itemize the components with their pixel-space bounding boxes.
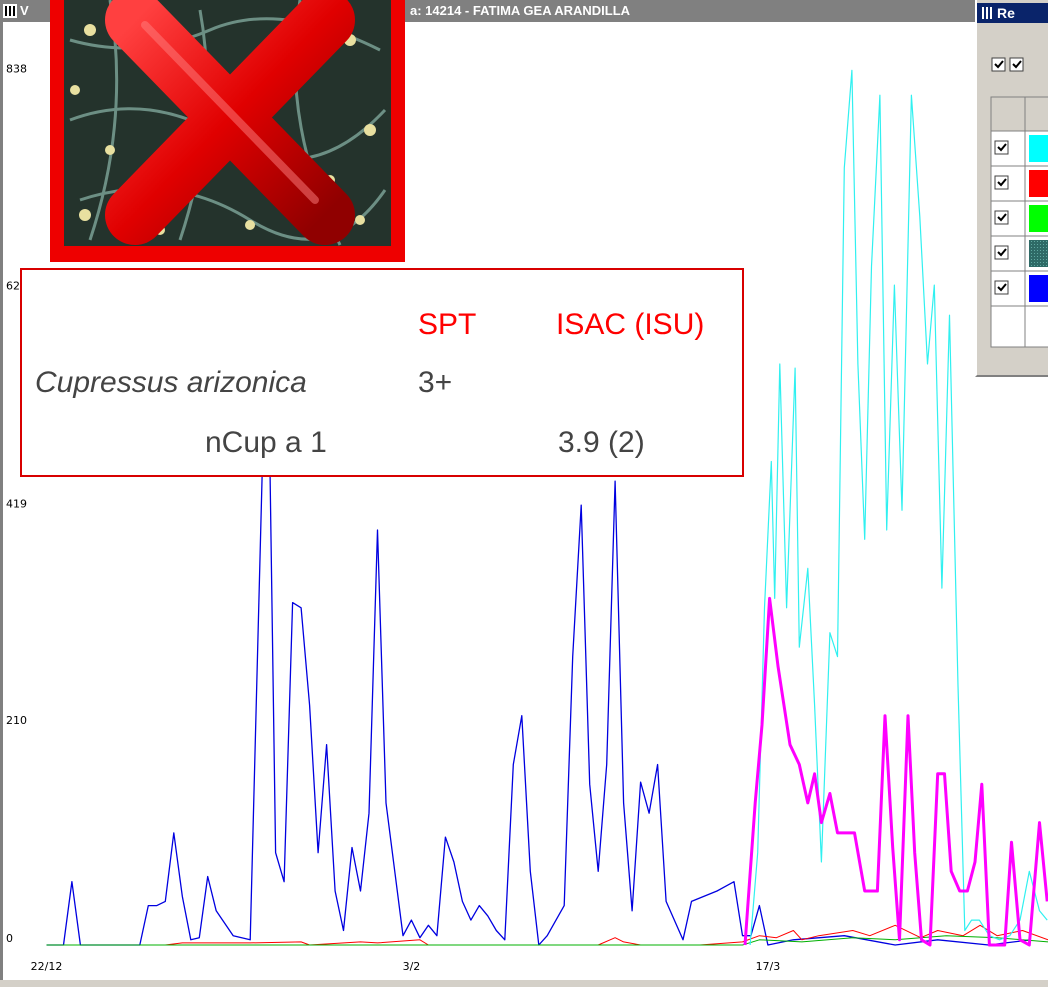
window-title: a: 14214 - FATIMA GEA ARANDILLA — [410, 3, 631, 18]
series-line — [749, 69, 1048, 946]
y-tick-label: 838 — [6, 63, 27, 76]
row-label: Cupressus arizonica — [35, 366, 307, 399]
panel-title: Re — [997, 5, 1015, 21]
allergen-table: SPT ISAC (ISU) Cupressus arizonica 3+ nC… — [20, 268, 744, 477]
series-line — [743, 596, 1048, 947]
panel-grid — [990, 57, 1048, 348]
checkbox[interactable] — [994, 175, 1009, 190]
x-tick-label: 17/3 — [756, 960, 781, 973]
column-header: ISAC (ISU) — [556, 308, 705, 341]
checkbox[interactable] — [994, 280, 1009, 295]
panel-title-bar: Re — [977, 3, 1048, 23]
window-title: V — [20, 3, 29, 18]
series-line — [46, 924, 1048, 946]
y-tick-label: 419 — [6, 497, 27, 510]
x-tick-label: 3/2 — [403, 960, 421, 973]
checkbox[interactable] — [991, 57, 1006, 72]
cell: 3+ — [418, 366, 453, 399]
cell: 3.9 (2) — [558, 426, 645, 459]
pollen-image — [50, 0, 405, 262]
checkbox[interactable] — [1009, 57, 1024, 72]
checkbox[interactable] — [994, 210, 1009, 225]
y-tick-label: 0 — [6, 932, 13, 945]
column-header: SPT — [418, 308, 477, 341]
panel-icon — [982, 7, 992, 19]
series-panel: Re — [975, 0, 1048, 377]
series-line — [46, 935, 1048, 946]
y-tick-label: 210 — [6, 714, 27, 727]
checkbox[interactable] — [994, 140, 1009, 155]
row-label: nCup a 1 — [205, 426, 327, 459]
series-line — [46, 277, 1032, 946]
x-tick-label: 22/12 — [31, 960, 63, 973]
window-icon — [3, 4, 17, 18]
checkbox[interactable] — [994, 245, 1009, 260]
